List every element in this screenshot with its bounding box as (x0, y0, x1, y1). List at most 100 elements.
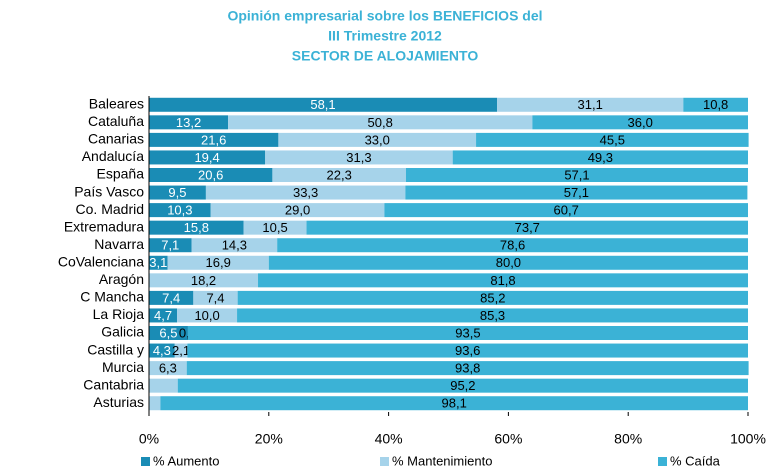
bar-segment (237, 308, 749, 323)
bar-segment (149, 168, 273, 182)
value-label: 49,3 (588, 150, 613, 165)
bar-segment (278, 132, 477, 147)
bar-segment (149, 378, 178, 393)
bar-segment (149, 273, 259, 288)
value-label: 57,1 (564, 167, 589, 182)
bar-segment (228, 115, 533, 130)
x-tick-label: 100% (730, 431, 766, 447)
legend-label: % Caída (670, 453, 721, 468)
bar-segment (277, 238, 748, 253)
value-label: 19,4 (194, 150, 219, 165)
value-label: 7,1 (161, 238, 179, 253)
value-label: 60,7 (554, 203, 579, 218)
category-label: España (97, 166, 145, 182)
value-label: 50,8 (368, 115, 393, 130)
category-label: Navarra (94, 236, 144, 252)
bar-segment (149, 308, 178, 323)
value-label: 22,3 (327, 167, 352, 182)
legend-swatch (141, 457, 150, 466)
value-label: 16,9 (206, 255, 231, 270)
chart-title: III Trimestre 2012 (328, 28, 442, 44)
value-label: 98,1 (442, 396, 467, 411)
value-label: 10,0 (194, 308, 219, 323)
x-tick-label: 40% (375, 431, 403, 447)
bar-segment (174, 343, 188, 358)
bar-segment (683, 97, 748, 112)
bar-segment (187, 326, 748, 340)
bar-segment (243, 220, 307, 235)
bar-segment (149, 396, 161, 411)
value-label: 31,3 (346, 150, 371, 165)
category-label: Castilla y (87, 341, 144, 357)
value-label: 33,3 (293, 185, 318, 200)
value-label: 15,8 (184, 220, 209, 235)
value-label: 58,1 (310, 97, 335, 112)
legend-label: % Mantenimiento (392, 453, 492, 468)
bar-segment (258, 273, 748, 288)
value-label: 6,3 (159, 361, 177, 376)
category-label: La Rioja (93, 306, 145, 322)
category-label: C Mancha (80, 289, 144, 305)
bar-segment (532, 115, 748, 130)
legend-label: % Aumento (153, 453, 220, 468)
legend-swatch (380, 457, 389, 466)
bar-segment (149, 326, 188, 340)
chart-title: Opinión empresarial sobre los BENEFICIOS… (227, 8, 542, 24)
bar-segment (149, 150, 266, 165)
bar-segment (193, 290, 238, 305)
value-label: 20,6 (198, 167, 223, 182)
bar-segment (149, 115, 229, 130)
bar-segment (210, 203, 385, 218)
bar-segment (452, 150, 748, 165)
bar-segment (384, 203, 748, 218)
category-label: Baleares (89, 95, 144, 111)
chart-title: SECTOR DE ALOJAMIENTO (292, 48, 479, 64)
bar-segment (149, 97, 498, 112)
x-tick-label: 80% (614, 431, 642, 447)
value-label: 80,0 (496, 255, 521, 270)
category-label: Asturias (93, 394, 144, 410)
category-label: Extremadura (64, 218, 144, 234)
value-label: 57,1 (564, 185, 589, 200)
value-label: 10,5 (262, 220, 287, 235)
bar-segment (405, 185, 748, 200)
category-label: CoValenciana (58, 253, 144, 269)
bar-segment (149, 185, 206, 200)
bar-segment (237, 290, 749, 305)
category-label: Aragón (99, 271, 144, 287)
bar-segment (177, 378, 748, 393)
value-label: 85,2 (480, 290, 505, 305)
value-label: 9,5 (168, 185, 186, 200)
bar-segment (405, 168, 748, 182)
value-label: 31,1 (578, 97, 603, 112)
value-label: 18,2 (191, 273, 216, 288)
bar-segment (272, 168, 406, 182)
category-label: Co. Madrid (76, 201, 144, 217)
bar-segment (149, 220, 244, 235)
value-label: 33,0 (365, 132, 390, 147)
category-label: País Vasco (74, 183, 144, 199)
bar-segment (167, 255, 269, 270)
bar-segment (186, 361, 749, 376)
x-tick-label: 60% (494, 431, 522, 447)
bar-segment (149, 203, 211, 218)
value-label: 14,3 (222, 238, 247, 253)
value-label: 4,7 (154, 308, 172, 323)
value-label: 93,5 (455, 325, 480, 340)
bar-segment (149, 343, 175, 358)
category-label: Galicia (101, 324, 144, 340)
x-tick-label: 20% (255, 431, 283, 447)
category-label: Murcia (102, 359, 144, 375)
category-label: Cataluña (88, 113, 144, 129)
value-label: 78,6 (500, 238, 525, 253)
value-label: 6,5 (159, 325, 177, 340)
value-label: 95,2 (450, 378, 475, 393)
value-label: 93,8 (455, 361, 480, 376)
value-label: 85,3 (480, 308, 505, 323)
bar-segment (187, 343, 748, 358)
category-label: Cantabria (83, 376, 144, 392)
legend-swatch (658, 457, 667, 466)
bar-segment (149, 132, 279, 147)
value-label: 13,2 (176, 115, 201, 130)
value-label: 10,3 (167, 203, 192, 218)
